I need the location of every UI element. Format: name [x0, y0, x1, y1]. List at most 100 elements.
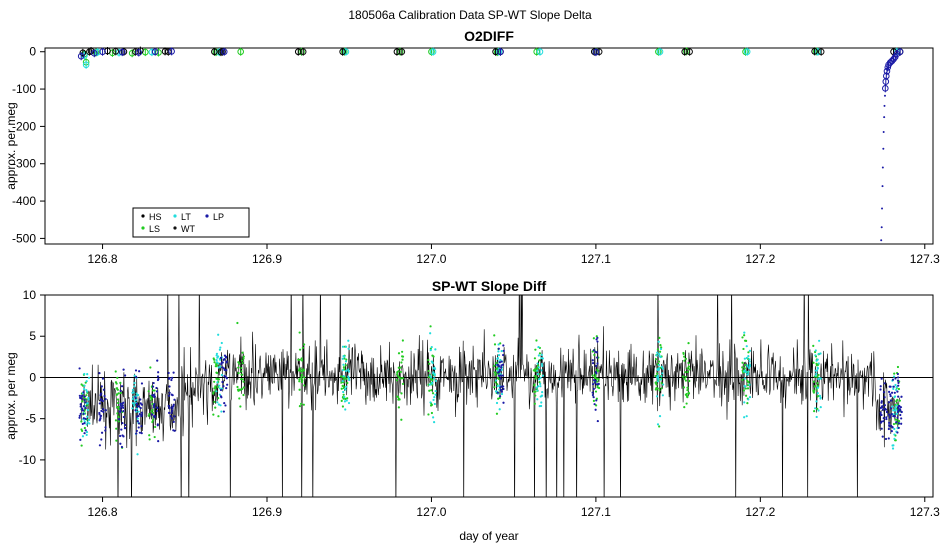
slope-diff-point-ls	[297, 369, 300, 372]
slope-diff-point-ls	[686, 388, 689, 392]
slope-diff-point-lt	[894, 383, 897, 387]
slope-diff-point-lt	[747, 366, 751, 370]
slope-diff-point-ls	[300, 357, 303, 360]
slope-diff-point-lp	[219, 388, 223, 392]
slope-diff-point-ls	[119, 391, 122, 395]
slope-diff-point-lt	[136, 453, 139, 456]
slope-diff-point-ls	[538, 352, 542, 355]
slope-diff-point-ls	[151, 418, 155, 422]
slope-diff-point-ls	[684, 379, 688, 382]
o2diff-point-lp	[881, 166, 884, 169]
slope-diff-point-lp	[502, 401, 505, 404]
slope-diff-point-lp	[170, 417, 174, 420]
o2diff-x-tick-label: 126.9	[252, 252, 282, 266]
slope-diff-point-ls	[242, 380, 245, 383]
slope-diff-point-lp	[882, 417, 885, 420]
slope-diff-point-lt	[215, 390, 218, 393]
slope-diff-point-ls	[303, 384, 306, 387]
slope-diff-point-ls	[298, 331, 301, 334]
slope-diff-point-lt	[539, 385, 542, 388]
slope-diff-point-lp	[167, 371, 170, 375]
slope-diff-point-lt	[893, 427, 896, 431]
slope-diff-point-ls	[654, 381, 657, 385]
slope-diff-point-lt	[748, 360, 751, 363]
slope-diff-point-lt	[215, 361, 219, 364]
slope-diff-point-lt	[892, 413, 895, 416]
slope-diff-point-lt	[220, 341, 223, 345]
slope-diff-point-ls	[430, 411, 434, 415]
slope-diff-x-tick-label: 127.3	[910, 505, 940, 519]
slope-diff-point-ls	[212, 392, 215, 395]
o2diff-point-lp	[881, 207, 884, 210]
slope-diff-point-lt	[748, 358, 751, 361]
slope-diff-point-lp	[225, 355, 228, 358]
slope-diff-point-lp	[883, 396, 886, 399]
slope-diff-point-lp	[900, 410, 903, 414]
slope-diff-point-ls	[493, 343, 497, 346]
slope-diff-point-lt	[540, 362, 544, 366]
slope-diff-point-ls	[116, 393, 119, 396]
slope-diff-point-ls	[687, 365, 690, 368]
slope-diff-point-ls	[215, 371, 219, 375]
slope-diff-point-ls	[400, 392, 403, 395]
slope-diff-point-lt	[748, 383, 751, 386]
slope-diff-point-ls	[154, 425, 157, 429]
slope-diff-point-lt	[892, 409, 895, 412]
slope-diff-point-lp	[172, 405, 175, 408]
slope-diff-point-lp	[153, 406, 156, 409]
slope-diff-point-lt	[430, 360, 433, 363]
slope-diff-point-ls	[151, 389, 155, 392]
slope-diff-point-lt	[429, 349, 432, 352]
slope-diff-point-lp	[82, 391, 85, 394]
slope-diff-point-lp	[499, 386, 502, 389]
slope-diff-point-lt	[434, 379, 438, 383]
slope-diff-point-ls	[685, 392, 688, 396]
slope-diff-point-lt	[495, 401, 499, 405]
slope-diff-point-ls	[83, 426, 86, 430]
slope-diff-point-ls	[298, 378, 301, 381]
slope-diff-point-lp	[880, 427, 883, 430]
slope-diff-point-ls	[532, 369, 535, 372]
slope-diff-point-lt	[497, 350, 500, 353]
slope-diff-title: SP-WT Slope Diff	[432, 278, 547, 294]
slope-diff-point-lt	[217, 403, 221, 406]
slope-diff-point-ls	[342, 393, 345, 396]
slope-diff-point-lt	[892, 444, 895, 447]
slope-diff-point-lp	[497, 374, 501, 377]
slope-diff-point-lt	[430, 382, 433, 385]
slope-diff-point-lt	[133, 381, 136, 385]
slope-diff-point-ls	[116, 406, 119, 409]
slope-diff-point-lt	[541, 364, 544, 367]
slope-diff-point-ls	[493, 386, 496, 389]
o2diff-point-lp	[883, 116, 886, 119]
slope-diff-point-lp	[222, 367, 226, 370]
slope-diff-point-ls	[656, 372, 659, 375]
slope-diff-point-lt	[747, 373, 750, 376]
slope-diff-point-lt	[428, 374, 432, 377]
slope-diff-point-ls	[397, 375, 400, 378]
slope-diff-point-lp	[167, 404, 170, 408]
slope-diff-point-lp	[84, 417, 87, 420]
slope-diff-point-lp	[104, 426, 107, 429]
slope-diff-point-lp	[500, 366, 503, 369]
slope-diff-point-ls	[302, 403, 305, 406]
slope-diff-point-ls	[116, 412, 119, 415]
o2diff-plot-frame	[44, 47, 934, 245]
slope-diff-point-lt	[818, 394, 822, 397]
slope-diff-point-lt	[341, 345, 345, 348]
slope-diff-point-ls	[401, 382, 405, 386]
slope-diff-point-ls	[538, 359, 541, 362]
slope-diff-point-lp	[596, 383, 599, 386]
slope-diff-point-ls	[342, 385, 345, 388]
slope-diff-point-ls	[116, 398, 120, 401]
slope-diff-point-lt	[743, 377, 746, 380]
slope-diff-point-lt	[86, 408, 90, 412]
slope-diff-panel: SP-WT Slope Diff 126.8 126.9 127.0 127.1 127…	[4, 278, 940, 519]
slope-diff-point-lp	[896, 379, 900, 382]
slope-diff-point-ls	[658, 336, 661, 339]
slope-diff-point-lp	[139, 402, 142, 405]
slope-diff-point-lt	[540, 353, 543, 356]
slope-diff-point-lp	[157, 377, 160, 381]
slope-diff-point-ls	[816, 407, 819, 410]
slope-diff-point-lt	[347, 375, 350, 378]
